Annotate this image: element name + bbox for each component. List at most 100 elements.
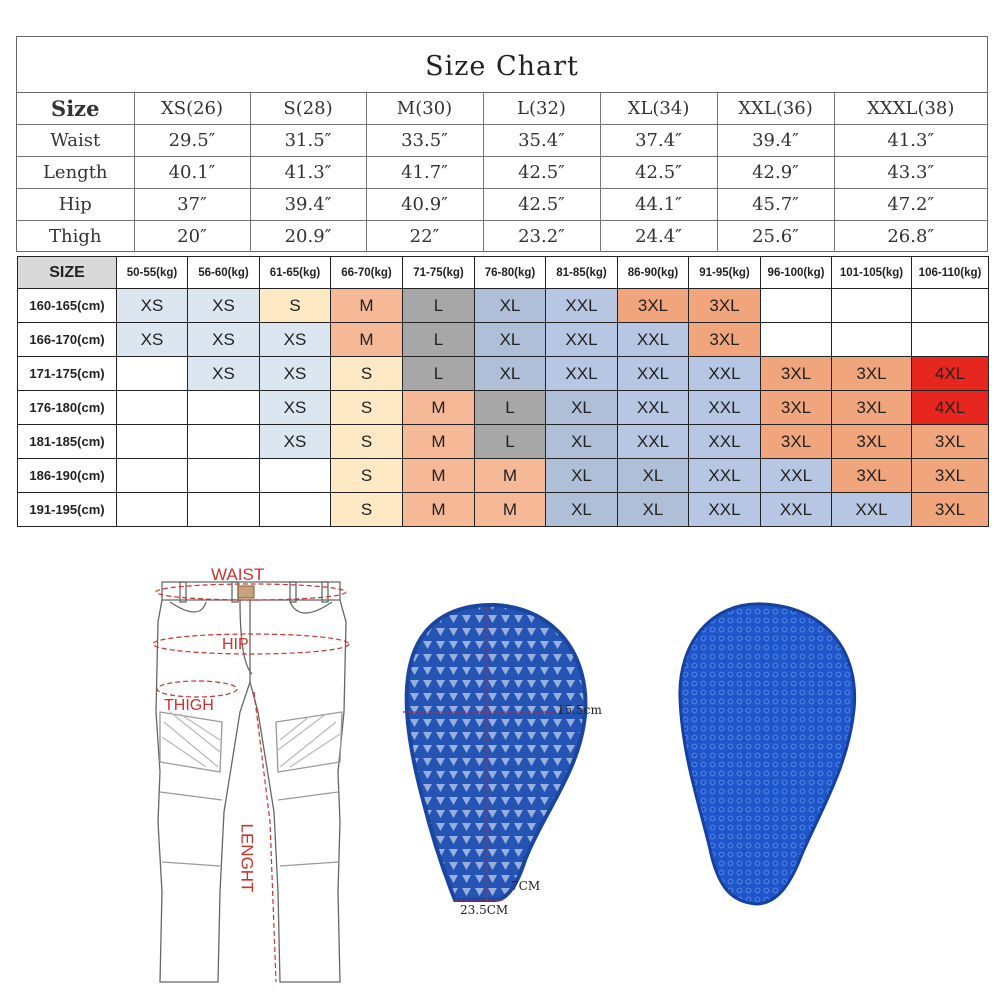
size-cell: XXL <box>617 322 689 357</box>
height-row-label: 181-185(cm) <box>17 424 117 459</box>
grid-row: 166-170(cm) XS XS XS M L XL XXL XXL 3XL <box>17 322 989 357</box>
weight-column-header: 106-110(kg) <box>911 256 989 289</box>
size-cell: L <box>474 424 546 459</box>
measurement-value: 25.6″ <box>716 220 835 252</box>
size-header-label: Size <box>17 93 135 125</box>
size-cell: XL <box>545 390 618 425</box>
length-label: LENGHT <box>237 823 257 893</box>
measurement-value: 40.1″ <box>133 156 251 189</box>
weight-column-header: 50-55(kg) <box>116 256 188 289</box>
measurement-value: 42.9″ <box>716 156 835 189</box>
size-column-header: XXXL(38) <box>833 93 987 125</box>
size-cell: 3XL <box>760 390 832 425</box>
size-cell: 3XL <box>831 356 912 391</box>
size-cell <box>116 424 188 459</box>
size-cell: 4XL <box>911 390 989 425</box>
size-cell: XS <box>187 288 260 323</box>
weight-column-header: 66-70(kg) <box>330 256 403 289</box>
size-chart-row-waist: Waist 29.5″ 31.5″ 33.5″ 35.4″ 37.4″ 39.4″ 41.3″ <box>17 124 987 157</box>
height-row-label: 186-190(cm) <box>17 458 117 493</box>
size-cell: S <box>330 424 403 459</box>
size-cell: XL <box>545 458 618 493</box>
size-cell: 3XL <box>831 390 912 425</box>
size-chart-title: Size Chart <box>17 37 987 93</box>
size-cell: M <box>402 424 475 459</box>
size-column-header: L(32) <box>482 93 601 125</box>
size-cell: XXL <box>545 356 618 391</box>
size-cell: L <box>402 356 475 391</box>
height-row-label: 176-180(cm) <box>17 390 117 425</box>
measurement-value: 41.3″ <box>249 156 367 189</box>
waist-label: WAIST <box>211 565 265 584</box>
size-cell: S <box>259 288 331 323</box>
grid-corner-label: SIZE <box>17 256 117 289</box>
measurement-label: Hip <box>17 188 135 221</box>
size-column-header: M(30) <box>365 93 484 125</box>
size-cell: XS <box>259 424 331 459</box>
height-row-label: 171-175(cm) <box>17 356 117 391</box>
pad-bottom-label: 7CM <box>511 879 541 893</box>
size-cell: XS <box>187 322 260 357</box>
measurement-label: Thigh <box>17 220 135 252</box>
measurement-label: Length <box>17 156 135 189</box>
size-cell: 3XL <box>831 458 912 493</box>
size-cell: XL <box>474 288 546 323</box>
grid-row: 186-190(cm) S M M XL XL XXL XXL 3XL 3XL <box>17 458 989 493</box>
size-cell <box>187 390 260 425</box>
size-cell: 3XL <box>760 356 832 391</box>
size-cell: XXL <box>688 356 761 391</box>
size-cell <box>259 458 331 493</box>
size-cell: M <box>402 458 475 493</box>
weight-column-header: 71-75(kg) <box>402 256 475 289</box>
weight-column-header: 86-90(kg) <box>617 256 689 289</box>
size-cell <box>911 288 989 323</box>
size-column-header: XS(26) <box>133 93 251 125</box>
size-chart-row-hip: Hip 37″ 39.4″ 40.9″ 42.5″ 44.1″ 45.7″ 47.2″ <box>17 188 987 221</box>
measurement-value: 37″ <box>133 188 251 221</box>
measurement-value: 20.9″ <box>249 220 367 252</box>
size-cell: XXL <box>760 492 832 527</box>
grid-row: 181-185(cm) XS S M L XL XXL XXL 3XL 3XL 3XL <box>17 424 989 459</box>
hip-label: HIP <box>222 636 249 653</box>
size-cell: M <box>474 492 546 527</box>
size-cell: XXL <box>617 356 689 391</box>
size-cell: XXL <box>688 492 761 527</box>
size-cell <box>259 492 331 527</box>
size-cell: M <box>474 458 546 493</box>
measurement-value: 42.5″ <box>482 156 601 189</box>
measurement-value: 26.8″ <box>833 220 987 252</box>
size-cell: S <box>330 356 403 391</box>
weight-column-header: 91-95(kg) <box>688 256 761 289</box>
size-cell: S <box>330 458 403 493</box>
size-cell: 3XL <box>911 458 989 493</box>
size-cell: S <box>330 390 403 425</box>
size-column-header: XXL(36) <box>716 93 835 125</box>
size-cell: L <box>402 288 475 323</box>
size-cell: XS <box>187 356 260 391</box>
measurement-value: 45.7″ <box>716 188 835 221</box>
size-cell: XL <box>545 424 618 459</box>
weight-column-header: 81-85(kg) <box>545 256 618 289</box>
weight-column-header: 61-65(kg) <box>259 256 331 289</box>
size-cell: L <box>402 322 475 357</box>
measurement-value: 47.2″ <box>833 188 987 221</box>
size-cell: 3XL <box>760 424 832 459</box>
size-chart-row-length: Length 40.1″ 41.3″ 41.7″ 42.5″ 42.5″ 42.9″ 43.3… <box>17 156 987 189</box>
size-cell <box>831 322 912 357</box>
height-row-label: 191-195(cm) <box>17 492 117 527</box>
size-cell: 3XL <box>911 424 989 459</box>
pad-width-label: 15.5cm <box>557 703 602 717</box>
weight-column-header: 76-80(kg) <box>474 256 546 289</box>
measurement-label: Waist <box>17 124 135 157</box>
weight-column-header: 56-60(kg) <box>187 256 260 289</box>
size-cell <box>116 390 188 425</box>
size-cell: 3XL <box>688 322 761 357</box>
grid-row: 191-195(cm) S M M XL XL XXL XXL XXL 3XL <box>17 492 989 527</box>
weight-column-header: 101-105(kg) <box>831 256 912 289</box>
size-cell <box>116 492 188 527</box>
measurement-value: 29.5″ <box>133 124 251 157</box>
size-cell: L <box>474 390 546 425</box>
size-cell: XXL <box>617 390 689 425</box>
grid-row: 176-180(cm) XS S M L XL XXL XXL 3XL 3XL 4XL <box>17 390 989 425</box>
measurement-value: 20″ <box>133 220 251 252</box>
